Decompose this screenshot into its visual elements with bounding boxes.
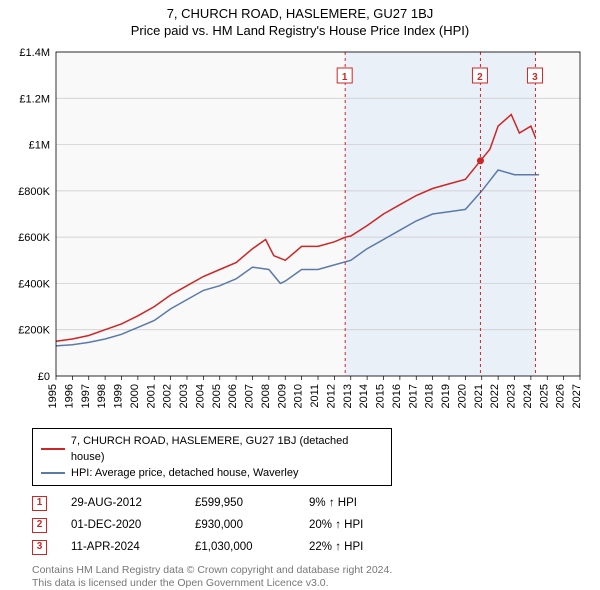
svg-text:2015: 2015: [375, 384, 387, 408]
legend-item: HPI: Average price, detached house, Wave…: [41, 465, 383, 481]
marker-badge: 3: [32, 540, 47, 555]
svg-text:2010: 2010: [293, 384, 305, 408]
svg-text:1: 1: [342, 72, 348, 83]
marker-pct: 22% ↑ HPI: [309, 536, 389, 558]
svg-text:2007: 2007: [244, 384, 256, 408]
svg-text:2008: 2008: [260, 384, 272, 408]
legend-swatch: [41, 472, 65, 474]
marker-date: 01-DEC-2020: [71, 514, 171, 536]
legend-item: 7, CHURCH ROAD, HASLEMERE, GU27 1BJ (det…: [41, 433, 383, 465]
svg-text:2002: 2002: [162, 384, 174, 408]
marker-pct: 9% ↑ HPI: [309, 492, 389, 514]
svg-text:2027: 2027: [571, 384, 583, 408]
marker-row: 3 11-APR-2024 £1,030,000 22% ↑ HPI: [32, 536, 588, 558]
svg-text:2000: 2000: [129, 384, 141, 408]
svg-text:2014: 2014: [358, 384, 370, 408]
svg-text:1999: 1999: [113, 384, 125, 408]
svg-text:2012: 2012: [325, 384, 337, 408]
svg-text:2009: 2009: [276, 384, 288, 408]
svg-text:2026: 2026: [555, 384, 567, 408]
svg-text:£800K: £800K: [18, 186, 50, 198]
svg-text:2013: 2013: [342, 384, 354, 408]
svg-text:£1M: £1M: [29, 140, 50, 152]
marker-price: £1,030,000: [195, 536, 285, 558]
marker-price: £930,000: [195, 514, 285, 536]
svg-text:3: 3: [532, 72, 538, 83]
svg-text:£600K: £600K: [18, 232, 50, 244]
page-title: 7, CHURCH ROAD, HASLEMERE, GU27 1BJ: [0, 6, 600, 21]
svg-text:2023: 2023: [506, 384, 518, 408]
svg-text:2025: 2025: [538, 384, 550, 408]
svg-text:2006: 2006: [227, 384, 239, 408]
svg-text:2: 2: [477, 72, 483, 83]
markers-table: 1 29-AUG-2012 £599,950 9% ↑ HPI 2 01-DEC…: [32, 492, 588, 558]
svg-text:2024: 2024: [522, 384, 534, 408]
svg-text:2003: 2003: [178, 384, 190, 408]
svg-text:2020: 2020: [456, 384, 468, 408]
legend-swatch: [41, 448, 65, 450]
svg-text:1998: 1998: [96, 384, 108, 408]
marker-badge: 2: [32, 518, 47, 533]
marker-row: 1 29-AUG-2012 £599,950 9% ↑ HPI: [32, 492, 588, 514]
marker-pct: 20% ↑ HPI: [309, 514, 389, 536]
svg-text:1996: 1996: [63, 384, 75, 408]
marker-badge: 1: [32, 496, 47, 511]
license-text: Contains HM Land Registry data © Crown c…: [32, 564, 588, 590]
legend-label: 7, CHURCH ROAD, HASLEMERE, GU27 1BJ (det…: [71, 433, 383, 465]
license-line: Contains HM Land Registry data © Crown c…: [32, 564, 588, 577]
svg-text:2022: 2022: [489, 384, 501, 408]
svg-text:2004: 2004: [194, 384, 206, 408]
svg-text:2005: 2005: [211, 384, 223, 408]
marker-price: £599,950: [195, 492, 285, 514]
page-subtitle: Price paid vs. HM Land Registry's House …: [0, 23, 600, 38]
svg-text:2021: 2021: [473, 384, 485, 408]
chart-legend: 7, CHURCH ROAD, HASLEMERE, GU27 1BJ (det…: [32, 428, 392, 486]
license-line: This data is licensed under the Open Gov…: [32, 577, 588, 590]
svg-text:£0: £0: [38, 371, 50, 383]
svg-text:2001: 2001: [145, 384, 157, 408]
svg-text:£1.4M: £1.4M: [19, 47, 50, 59]
svg-text:2019: 2019: [440, 384, 452, 408]
legend-label: HPI: Average price, detached house, Wave…: [71, 465, 298, 481]
svg-text:1997: 1997: [80, 384, 92, 408]
svg-text:1995: 1995: [47, 384, 59, 408]
svg-text:2017: 2017: [407, 384, 419, 408]
marker-row: 2 01-DEC-2020 £930,000 20% ↑ HPI: [32, 514, 588, 536]
svg-text:£400K: £400K: [18, 278, 50, 290]
svg-text:£1.2M: £1.2M: [19, 93, 50, 105]
svg-text:2011: 2011: [309, 384, 321, 408]
svg-text:2018: 2018: [424, 384, 436, 408]
svg-text:2016: 2016: [391, 384, 403, 408]
marker-date: 11-APR-2024: [71, 536, 171, 558]
svg-text:£200K: £200K: [18, 325, 50, 337]
marker-date: 29-AUG-2012: [71, 492, 171, 514]
price-chart: £0 £200K £400K £600K £800K £1M £1.2M £1.4M 1995 1…: [10, 44, 590, 424]
